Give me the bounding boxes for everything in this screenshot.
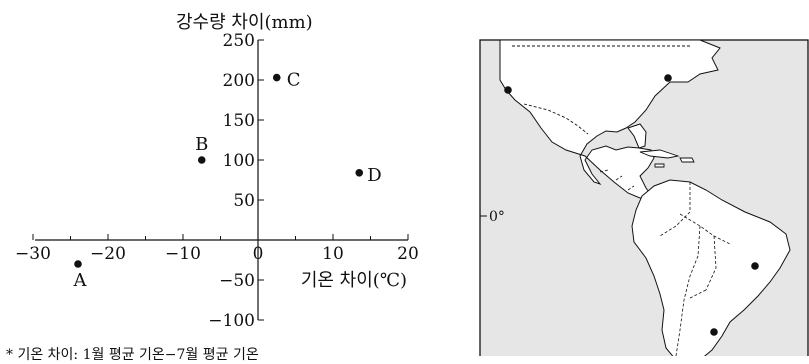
y-tick-label: −100 <box>208 311 255 331</box>
y-tick-label: −50 <box>219 271 255 291</box>
x-tick-label: 20 <box>397 244 419 264</box>
y-tick-label: 250 <box>223 31 255 51</box>
data-point-label-c: C <box>287 70 301 91</box>
data-point-c <box>272 73 281 82</box>
central-america-borders <box>599 169 635 191</box>
data-point-label-a: A <box>73 270 88 291</box>
figure-root: 강수량 차이(mm) −30 −20 −10 0 10 20 250 200 150 100 50−… <box>6 12 809 363</box>
map-marker-brazil <box>751 262 759 270</box>
us-mexico-border <box>523 103 589 135</box>
x-tick-label: 0 <box>253 244 264 264</box>
x-tick-label: 10 <box>322 244 344 264</box>
y-tick-label: 150 <box>223 111 255 131</box>
data-point-label-d: D <box>367 165 381 186</box>
x-axis-title: 기온 차이(℃) <box>301 270 407 291</box>
data-point-d <box>355 169 364 177</box>
florida-land <box>627 123 647 149</box>
y-axis-title: 강수량 차이(mm) <box>176 12 313 33</box>
y-tick-label: 50 <box>233 191 255 211</box>
map-marker-san-francisco <box>504 86 512 94</box>
south-america-borders <box>659 182 731 356</box>
y-tick-label: 200 <box>223 71 255 91</box>
map-marker-new-york <box>664 74 672 82</box>
data-point-label-b: B <box>195 134 208 155</box>
south-america-land <box>631 179 791 356</box>
footnote: * 기온 차이: 1월 평균 기온−7월 평균 기온 <box>6 347 259 363</box>
caribbean-islands <box>639 149 695 168</box>
americas-map: 0° <box>479 39 809 356</box>
y-tick-label: 100 <box>223 151 255 171</box>
equator-label: 0° <box>489 209 505 225</box>
x-tick-label: −20 <box>90 244 126 264</box>
map-marker-buenos-aires <box>710 328 718 336</box>
data-point-b <box>197 156 206 164</box>
data-point-a <box>74 260 82 268</box>
x-tick-label: −30 <box>15 244 51 264</box>
x-tick-label: −10 <box>165 244 201 264</box>
